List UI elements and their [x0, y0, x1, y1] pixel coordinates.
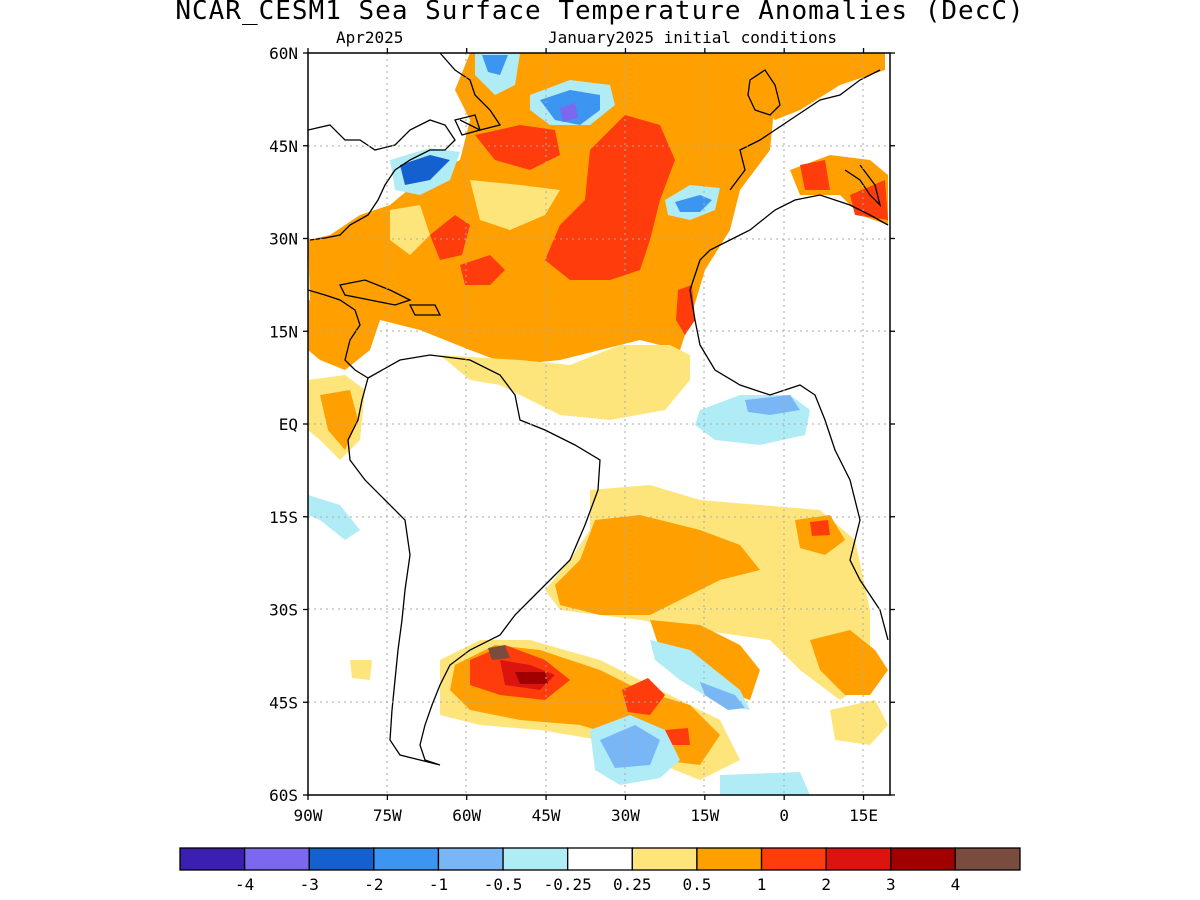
colorbar-label: -3 [300, 875, 319, 894]
lat-tick-label: 30N [269, 230, 298, 249]
lon-tick-label: 75W [373, 806, 402, 825]
lat-tick-label: 60N [269, 44, 298, 63]
anomaly-region-azores-warm [720, 53, 885, 120]
colorbar-label: -2 [364, 875, 383, 894]
coastline-south-america [347, 354, 601, 766]
anomaly-region-se-warm [810, 630, 888, 695]
coastline-north-america [308, 119, 456, 241]
anomaly-region-newfoundland-hot [475, 125, 560, 170]
colorbar-label: -0.5 [484, 875, 523, 894]
colorbar-swatch [825, 847, 892, 871]
lon-tick-label: 45W [532, 806, 561, 825]
initial-conditions-label: January2025 initial conditions [548, 28, 837, 47]
anomaly-region-sargasso-hot [460, 255, 505, 285]
coastline-newfoundland [454, 114, 481, 136]
anomaly-region-pacific-south-weak [350, 660, 372, 680]
anomaly-region-south-warm [555, 515, 760, 615]
lat-tick-label: 45N [269, 137, 298, 156]
longitude-axis: 90W 75W 60W 45W 30W 15W 0 15E [294, 48, 878, 825]
anomaly-region-caribbean-warm [308, 300, 380, 370]
lon-tick-label: 90W [294, 806, 323, 825]
colorbar: -4 -3 -2 -1 -0.5 -0.25 0.25 0.5 1 2 3 4 [179, 847, 1021, 894]
anomaly-region-canary-hot [676, 285, 695, 335]
colorbar-label: 4 [951, 875, 961, 894]
lat-tick-label: 15S [269, 508, 298, 527]
anomaly-region-labrador-cold [482, 55, 508, 75]
map-title: NCAR_CESM1 Sea Surface Temperature Anoma… [175, 0, 1025, 26]
colorbar-swatch [308, 847, 375, 871]
anomaly-region-se-weak-south [830, 700, 888, 745]
anomaly-region-med-hot [800, 160, 830, 190]
anomaly-region-nw-weak [470, 180, 560, 230]
lon-tick-label: 0 [779, 806, 789, 825]
lon-tick-label: 60W [452, 806, 481, 825]
colorbar-swatch [696, 847, 763, 871]
colorbar-swatch [631, 847, 698, 871]
coastline-africa [689, 194, 889, 641]
colorbar-swatch [437, 847, 504, 871]
colorbar-label: 1 [757, 875, 767, 894]
coastline-cuba [339, 279, 412, 306]
anomaly-region-guinea-cold [745, 395, 800, 415]
lat-tick-label: 45S [269, 693, 298, 712]
anomaly-region-far-south-cool [720, 772, 810, 795]
colorbar-swatch [567, 847, 633, 871]
anomaly-region-gulf-weak [390, 205, 430, 255]
anomaly-region-irminger-core [560, 103, 578, 122]
lat-tick-label: 15N [269, 322, 298, 341]
anomaly-region-west-hot [430, 215, 470, 260]
colorbar-swatch [890, 847, 957, 871]
anomaly-region-southocean-hot-2 [665, 728, 690, 745]
colorbar-swatch [954, 847, 1021, 871]
anomaly-region-benguela-hot [810, 520, 830, 536]
forecast-month-label: Apr2025 [336, 28, 404, 47]
anomaly-region-pacific-warm [320, 390, 358, 450]
lon-tick-label: 30W [611, 806, 640, 825]
colorbar-swatch [760, 847, 827, 871]
lat-tick-label: 60S [269, 786, 298, 805]
colorbar-swatch [179, 847, 246, 871]
anomaly-region-southocean-cold [600, 725, 660, 768]
lat-tick-label: 30S [269, 601, 298, 620]
coastline-europe [729, 69, 881, 191]
anomaly-region-brazil-extreme-b [488, 645, 510, 660]
colorbar-swatch [502, 847, 569, 871]
coastline-central-america [308, 289, 369, 379]
colorbar-label: 0.5 [682, 875, 711, 894]
anomaly-region-gulfstream-cold [400, 155, 450, 185]
colorbar-label: -1 [429, 875, 448, 894]
coastline-italy [844, 164, 882, 208]
anomaly-region-cold-streak [700, 682, 745, 710]
lon-tick-label: 15W [690, 806, 719, 825]
coastline-uk [747, 69, 781, 116]
colorbar-label: 3 [886, 875, 896, 894]
coastline-labrador [439, 53, 502, 131]
latitude-axis: 60N 45N 30N 15N EQ 15S 30S 45S 60S [269, 44, 895, 805]
colorbar-swatch [373, 847, 440, 871]
anomaly-region-central-hot [545, 115, 675, 280]
anomaly-fields [308, 53, 888, 795]
anomaly-region-tropical-weak [440, 345, 690, 420]
anomaly-region-south-band-warm [650, 620, 760, 700]
colorbar-swatch [243, 847, 310, 871]
lon-tick-label: 15E [849, 806, 878, 825]
colorbar-label: 2 [821, 875, 831, 894]
anomaly-region-brazil-extreme-a [515, 672, 548, 684]
lat-tick-label: EQ [279, 415, 298, 434]
coastlines [308, 53, 889, 766]
colorbar-label: 0.25 [613, 875, 652, 894]
graticule [308, 53, 890, 795]
colorbar-label: -4 [235, 875, 254, 894]
colorbar-label: -0.25 [544, 875, 592, 894]
anomaly-region-mid-cold [675, 195, 712, 212]
anomaly-region-southocean-hot [622, 678, 665, 715]
coastline-hispaniola [408, 304, 442, 316]
